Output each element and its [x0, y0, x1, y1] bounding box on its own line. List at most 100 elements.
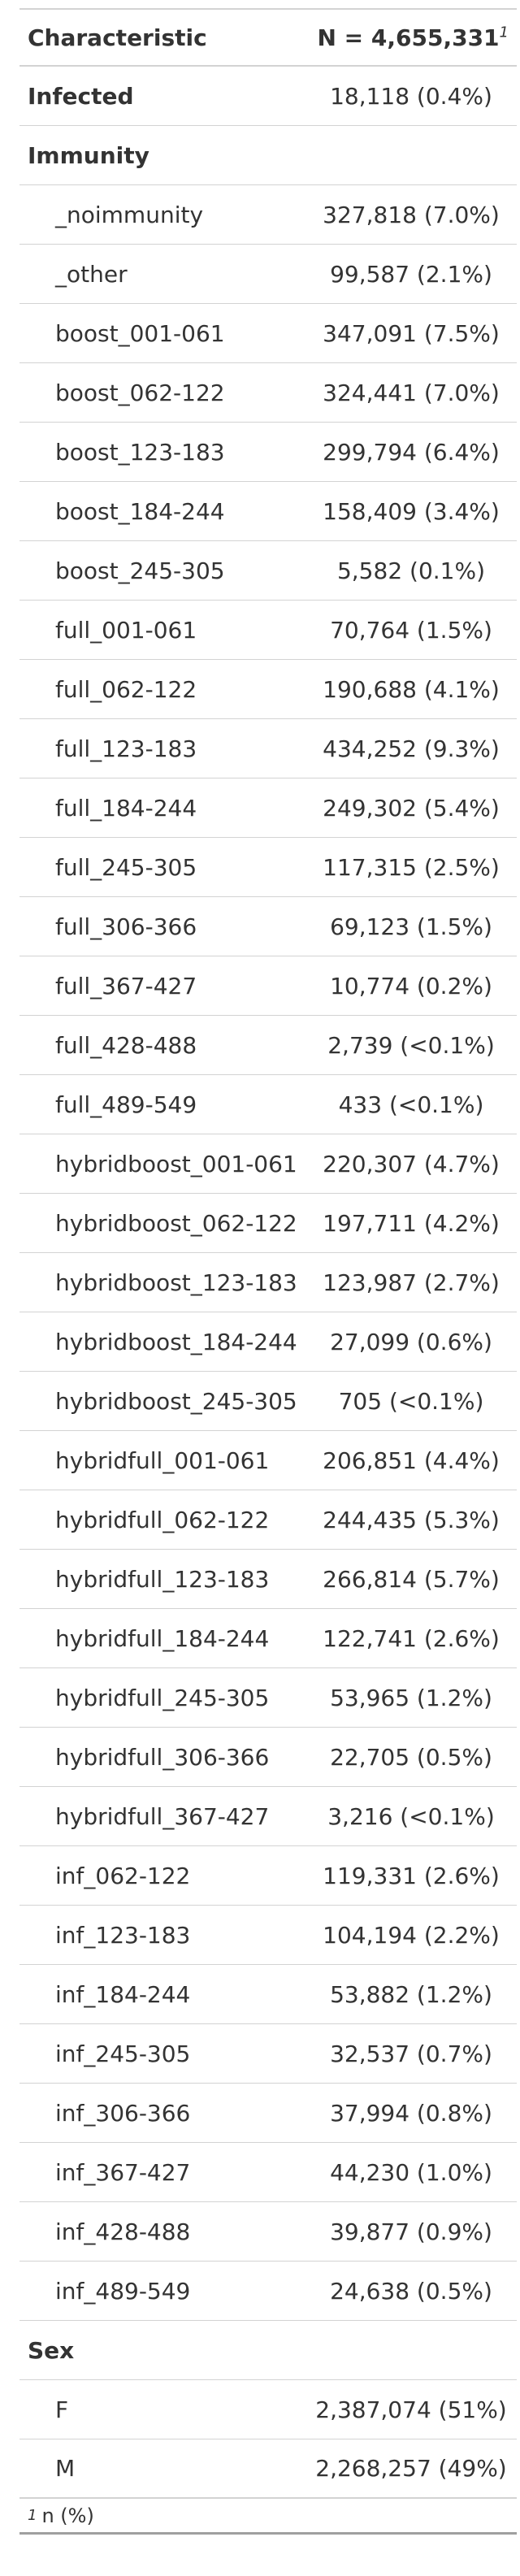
row-value: 39,877 (0.9%)	[330, 2218, 492, 2245]
row-value: 347,091 (7.5%)	[323, 319, 500, 347]
table-row: inf_489-549 24,638 (0.5%)	[20, 2262, 517, 2321]
row-label: hybridfull_062-122	[55, 1506, 270, 1533]
row-value: 434,252 (9.3%)	[323, 735, 500, 762]
characteristic-header: Characteristic	[28, 24, 207, 51]
table-row: F 2,387,074 (51%)	[20, 2380, 517, 2439]
row-label: full_306-366	[55, 913, 197, 940]
row-label: hybridboost_123-183	[55, 1268, 297, 1296]
row-label: hybridfull_001-061	[55, 1446, 270, 1474]
row-label: inf_306-366	[55, 2099, 191, 2127]
row-value: 69,123 (1.5%)	[330, 913, 492, 940]
row-value: 99,587 (2.1%)	[330, 260, 492, 288]
infected-row: Infected 18,118 (0.4%)	[20, 67, 517, 126]
n-header: N = 4,655,3311	[265, 24, 517, 51]
table-row: hybridfull_123-183 266,814 (5.7%)	[20, 1550, 517, 1609]
table-row: hybridfull_245-305 53,965 (1.2%)	[20, 1668, 517, 1728]
row-label: boost_184-244	[55, 497, 225, 525]
table-row: _noimmunity 327,818 (7.0%)	[20, 185, 517, 245]
row-label: boost_001-061	[55, 319, 225, 347]
row-label: hybridfull_245-305	[55, 1684, 270, 1711]
row-label: _noimmunity	[55, 201, 204, 228]
table-row: hybridboost_123-183 123,987 (2.7%)	[20, 1253, 517, 1312]
row-label: hybridfull_184-244	[55, 1624, 270, 1652]
row-label: boost_062-122	[55, 379, 225, 406]
table-row: inf_306-366 37,994 (0.8%)	[20, 2084, 517, 2143]
row-label: inf_489-549	[55, 2277, 191, 2305]
row-value: 70,764 (1.5%)	[330, 616, 492, 644]
table-row: full_428-488 2,739 (<0.1%)	[20, 1016, 517, 1075]
table-row: hybridfull_367-427 3,216 (<0.1%)	[20, 1787, 517, 1846]
table-row: full_367-427 10,774 (0.2%)	[20, 956, 517, 1016]
row-value: 104,194 (2.2%)	[323, 1921, 500, 1949]
row-label: full_367-427	[55, 972, 197, 1000]
row-value: 5,582 (0.1%)	[336, 557, 486, 584]
row-value: 53,965 (1.2%)	[330, 1684, 492, 1711]
row-label: full_489-549	[55, 1091, 197, 1118]
table-row: boost_184-244 158,409 (3.4%)	[20, 482, 517, 541]
row-value: 53,882 (1.2%)	[330, 1980, 492, 2008]
row-label: hybridboost_001-061	[55, 1150, 297, 1177]
row-value: 10,774 (0.2%)	[330, 972, 492, 1000]
row-label: full_123-183	[55, 735, 197, 762]
row-label: hybridboost_062-122	[55, 1209, 297, 1237]
table-row: boost_062-122 324,441 (7.0%)	[20, 363, 517, 423]
row-label: boost_123-183	[55, 438, 225, 466]
immunity-group-header: Immunity	[20, 126, 517, 185]
row-value: 123,987 (2.7%)	[323, 1268, 500, 1296]
table-row: inf_062-122 119,331 (2.6%)	[20, 1846, 517, 1906]
row-label: inf_245-305	[55, 2040, 191, 2067]
table-row: inf_123-183 104,194 (2.2%)	[20, 1906, 517, 1965]
row-value: 244,435 (5.3%)	[323, 1506, 500, 1533]
table-row: hybridboost_062-122 197,711 (4.2%)	[20, 1194, 517, 1253]
table-row: hybridfull_306-366 22,705 (0.5%)	[20, 1728, 517, 1787]
table-row: hybridfull_184-244 122,741 (2.6%)	[20, 1609, 517, 1668]
table-row: full_306-366 69,123 (1.5%)	[20, 897, 517, 956]
row-label: F	[55, 2396, 69, 2423]
table-row: inf_367-427 44,230 (1.0%)	[20, 2143, 517, 2202]
table-row: hybridfull_001-061 206,851 (4.4%)	[20, 1431, 517, 1490]
row-value: 122,741 (2.6%)	[323, 1624, 500, 1652]
row-value: 433 (<0.1%)	[338, 1091, 484, 1118]
row-label: full_001-061	[55, 616, 197, 644]
row-label: full_184-244	[55, 794, 197, 822]
sex-group-header: Sex	[20, 2321, 517, 2380]
row-value: 327,818 (7.0%)	[323, 201, 500, 228]
row-label: hybridfull_306-366	[55, 1743, 270, 1771]
row-value: 266,814 (5.7%)	[323, 1565, 500, 1593]
row-value: 220,307 (4.7%)	[323, 1150, 500, 1177]
row-value: 3,216 (<0.1%)	[327, 1802, 495, 1830]
row-value: 27,099 (0.6%)	[330, 1328, 492, 1355]
row-value: 197,711 (4.2%)	[323, 1209, 500, 1237]
n-header-label: N = 4,655,331	[317, 24, 500, 51]
row-label: _other	[55, 260, 128, 288]
row-label: full_428-488	[55, 1031, 197, 1059]
row-label: boost_245-305	[55, 557, 225, 584]
row-label: hybridfull_367-427	[55, 1802, 270, 1830]
sex-rows: F 2,387,074 (51%) M 2,268,257 (49%)	[20, 2380, 517, 2499]
row-label: inf_428-488	[55, 2218, 191, 2245]
group-label: Sex	[28, 2336, 75, 2364]
row-value: 22,705 (0.5%)	[330, 1743, 492, 1771]
row-value: 190,688 (4.1%)	[323, 675, 500, 703]
table-header: Characteristic N = 4,655,3311	[20, 10, 517, 67]
table-row: _other 99,587 (2.1%)	[20, 245, 517, 304]
immunity-rows: _noimmunity 327,818 (7.0%) _other 99,587 (2…	[20, 185, 517, 2321]
row-label: inf_123-183	[55, 1921, 191, 1949]
table-row: inf_428-488 39,877 (0.9%)	[20, 2202, 517, 2262]
row-value: 158,409 (3.4%)	[323, 497, 500, 525]
table-row: full_062-122 190,688 (4.1%)	[20, 660, 517, 719]
table-row: boost_123-183 299,794 (6.4%)	[20, 423, 517, 482]
footnote-text: n (%)	[41, 2504, 94, 2527]
row-value: 206,851 (4.4%)	[323, 1446, 500, 1474]
row-value: 119,331 (2.6%)	[323, 1862, 500, 1889]
row-value: 2,268,257 (49%)	[315, 2455, 507, 2482]
row-value: 2,739 (<0.1%)	[327, 1031, 495, 1059]
row-value: 705 (<0.1%)	[338, 1387, 484, 1415]
row-value: 24,638 (0.5%)	[330, 2277, 492, 2305]
row-value: 18,118 (0.4%)	[330, 82, 492, 110]
row-label: hybridboost_184-244	[55, 1328, 297, 1355]
table-row: full_001-061 70,764 (1.5%)	[20, 601, 517, 660]
table-row: boost_245-305 5,582 (0.1%)	[20, 541, 517, 601]
row-label: full_245-305	[55, 853, 197, 881]
